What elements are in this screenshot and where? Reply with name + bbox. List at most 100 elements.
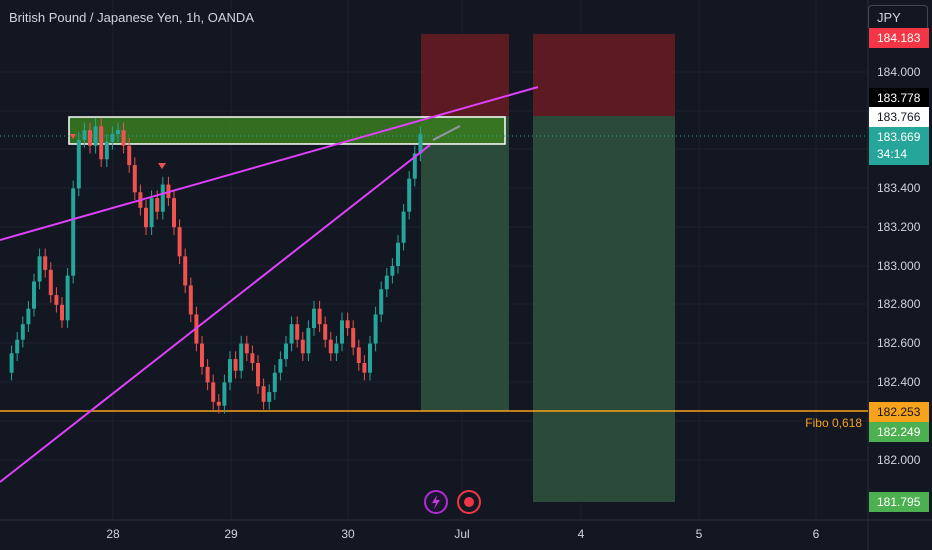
- candle-body: [317, 308, 322, 325]
- candle-body: [104, 141, 109, 160]
- candle-body: [32, 281, 36, 309]
- record-icon[interactable]: [457, 490, 481, 514]
- candle-body: [261, 386, 266, 402]
- candle-body: [312, 308, 316, 329]
- price-tick: 182.400: [877, 375, 921, 389]
- candle-body: [127, 145, 132, 166]
- candle-body: [323, 324, 328, 340]
- date-tick: 29: [224, 527, 238, 541]
- fibo-level-label: Fibo 0,618: [805, 416, 862, 430]
- candle-body: [76, 139, 81, 189]
- candle-body: [390, 266, 395, 276]
- candle-body: [356, 347, 361, 363]
- candle-body: [132, 165, 137, 193]
- upper-trendline: [0, 86, 539, 241]
- last-price-label: 183.669 34:14: [869, 127, 929, 165]
- candle-body: [144, 207, 148, 228]
- price-tick: 182.600: [877, 336, 921, 350]
- price-tick: 183.400: [877, 181, 921, 195]
- candle-body: [65, 275, 70, 321]
- candle-body: [306, 328, 311, 354]
- candle-body: [60, 304, 64, 321]
- resistance-zone: [68, 116, 506, 145]
- stop-zone-left: [421, 34, 509, 116]
- candle-body: [373, 314, 378, 344]
- sell-marker: [158, 163, 166, 169]
- candle-body: [116, 130, 120, 135]
- candle-body: [300, 339, 305, 354]
- flash-icon-glyph: [432, 495, 440, 509]
- target-two-price-label: 181.795: [869, 492, 929, 512]
- date-tick: 5: [695, 527, 703, 541]
- date-tick: Jul: [454, 527, 470, 541]
- candle-body: [110, 134, 115, 142]
- candle-body: [239, 343, 244, 371]
- price-tick: 183.200: [877, 220, 921, 234]
- candle-body: [160, 184, 165, 212]
- candle-body: [99, 126, 104, 160]
- candle-body: [211, 382, 216, 402]
- target-zone-left: [421, 116, 509, 411]
- target-zone-right: [533, 116, 675, 502]
- candle-body: [20, 324, 25, 340]
- date-tick: 4: [577, 527, 585, 541]
- candle-body: [200, 343, 204, 367]
- candle-body: [188, 285, 193, 315]
- candle-body: [401, 211, 406, 243]
- currency-button[interactable]: JPY: [868, 5, 928, 30]
- candle-body: [216, 401, 221, 406]
- candle-body: [345, 320, 350, 329]
- date-tick: 30: [341, 527, 355, 541]
- last-price-value: 183.669: [877, 130, 921, 144]
- candle-body: [9, 353, 14, 373]
- candle-body: [340, 320, 344, 344]
- zone-top-price-label: 183.766: [869, 107, 929, 127]
- high-price-label: 183.778: [869, 88, 929, 108]
- candle-body: [379, 289, 384, 315]
- bar-countdown: 34:14: [877, 147, 908, 161]
- candle-body: [26, 308, 31, 325]
- flash-icon[interactable]: [424, 490, 448, 514]
- candle-body: [121, 130, 126, 146]
- candle-body: [54, 295, 59, 305]
- candle-body: [295, 324, 300, 340]
- candle-body: [362, 363, 367, 373]
- candle-body: [396, 242, 400, 266]
- candle-body: [88, 130, 92, 146]
- projection-line: [432, 125, 461, 141]
- date-tick: 6: [812, 527, 820, 541]
- candle-body: [222, 382, 227, 406]
- candle-body: [82, 130, 87, 140]
- symbol-title: British Pound / Japanese Yen, 1h, OANDA: [9, 10, 254, 25]
- candle-body: [71, 188, 76, 276]
- date-tick: 28: [106, 527, 120, 541]
- candle-body: [228, 359, 232, 383]
- candle-body: [412, 153, 417, 179]
- candle-body: [418, 134, 423, 154]
- target-one-price-label: 182.249: [869, 422, 929, 442]
- candle-body: [37, 256, 42, 282]
- price-tick: 182.000: [877, 453, 921, 467]
- candle-body: [384, 275, 389, 290]
- candle-body: [407, 178, 412, 212]
- price-tick: 184.000: [877, 65, 921, 79]
- candle-body: [15, 339, 20, 354]
- candle-body: [149, 198, 154, 228]
- candle-body: [205, 366, 210, 383]
- candle-body: [289, 324, 294, 344]
- candle-body: [177, 227, 182, 257]
- sell-marker: [70, 134, 76, 139]
- candle-body: [368, 343, 372, 373]
- candle-body: [93, 126, 98, 146]
- lower-trendline: [0, 144, 431, 483]
- candle-body: [256, 363, 260, 387]
- candle-body: [272, 372, 277, 393]
- price-tick: 183.000: [877, 259, 921, 273]
- candle-body: [43, 256, 48, 270]
- candle-body: [172, 198, 176, 228]
- candle-body: [183, 256, 188, 286]
- price-tick: 182.800: [877, 297, 921, 311]
- stop-price-label: 184.183: [869, 28, 929, 48]
- candle-body: [233, 359, 238, 371]
